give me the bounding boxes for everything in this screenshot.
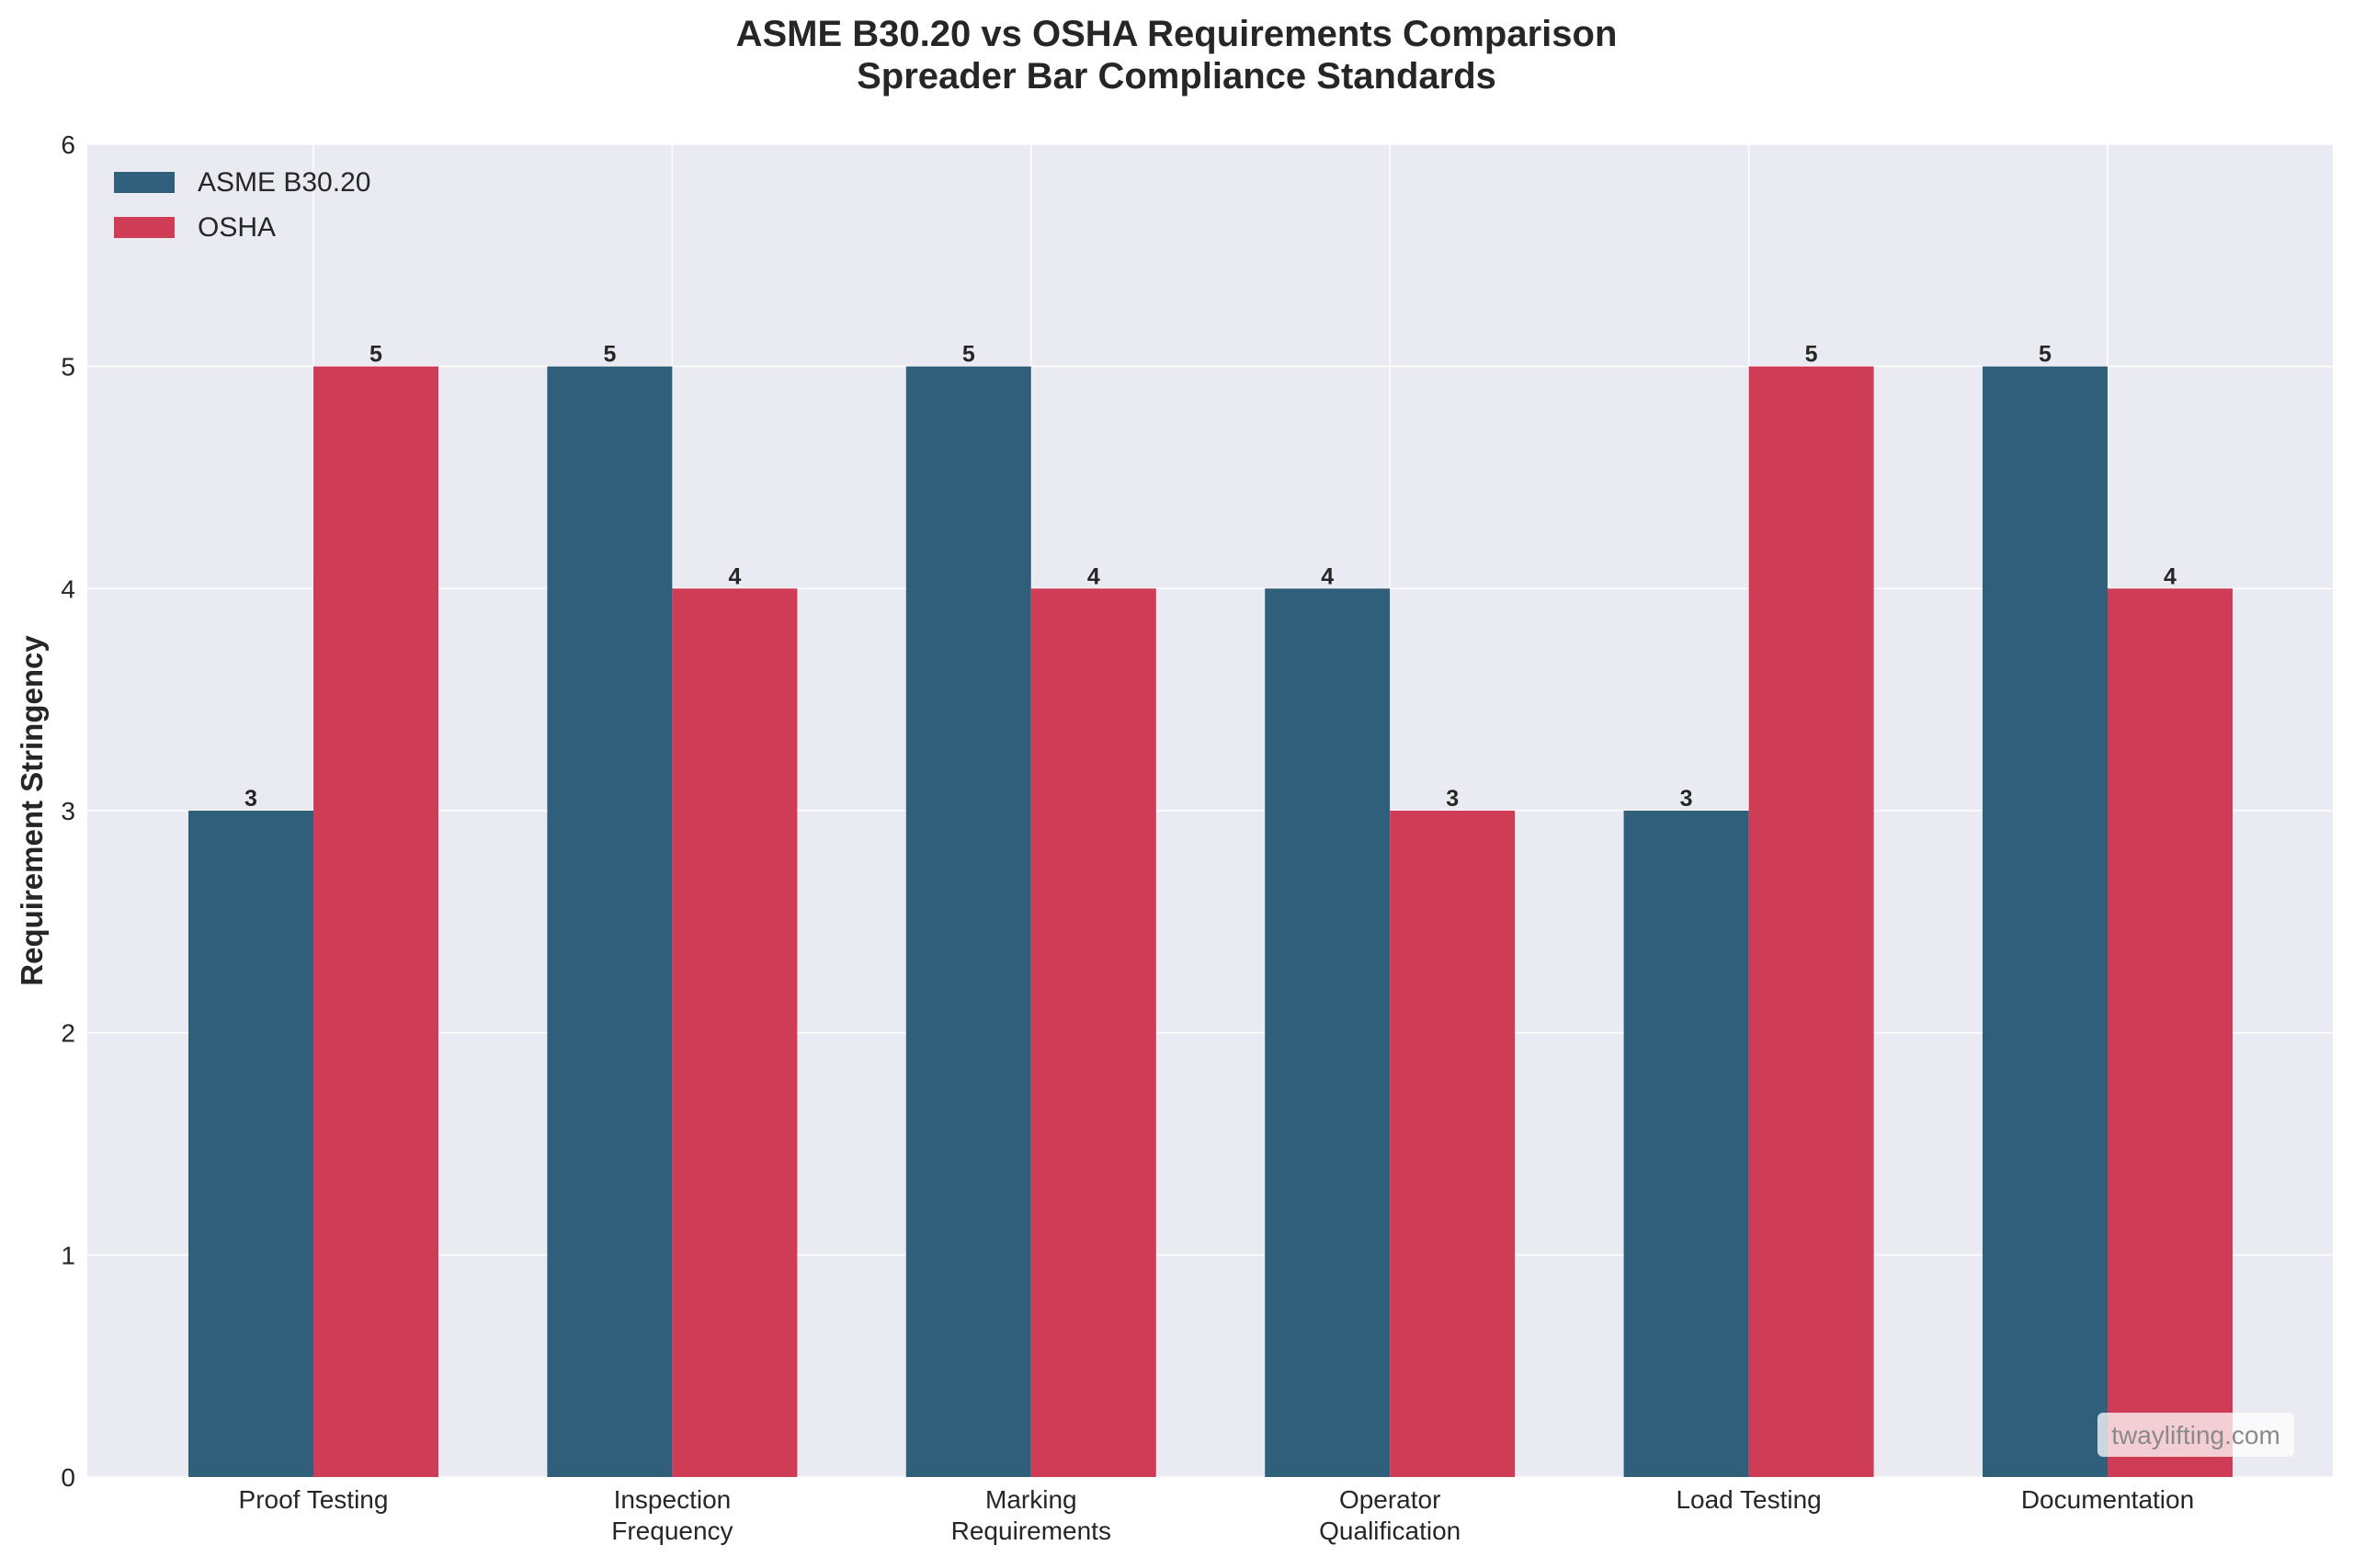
bar-osha [1748,366,1874,1478]
bar-value-label: 3 [244,786,257,812]
x-tick-label: Load Testing [1676,1485,1821,1514]
x-tick-label: Proof Testing [239,1485,389,1514]
y-tick-label: 1 [61,1241,75,1269]
bar-value-label: 4 [2164,563,2177,589]
chart-title: ASME B30.20 vs OSHA Requirements Compari… [736,14,1618,54]
x-tick-label: Inspection [614,1485,732,1514]
chart-subtitle: Spreader Bar Compliance Standards [857,56,1496,97]
bar-osha [313,366,438,1478]
y-tick-label: 0 [61,1463,75,1492]
x-tick-label: Documentation [2021,1485,2194,1514]
bar-value-label: 5 [603,342,616,368]
bar-asme-b30-20 [1983,366,2108,1478]
bar-value-label: 3 [1680,786,1693,812]
watermark-box [2097,1413,2294,1457]
x-tick-label: Qualification [1319,1517,1461,1545]
x-axis-ticks: Proof Testing Inspection Frequency Marking R… [239,1485,2195,1545]
x-tick-label: Requirements [951,1517,1111,1545]
bar-value-label: 5 [2039,342,2052,368]
bar-asme-b30-20 [1265,588,1391,1477]
legend-label: OSHA [198,212,276,243]
bar-value-label: 5 [1805,342,1818,368]
y-tick-label: 3 [61,797,75,825]
bar-value-label: 4 [1087,563,1100,589]
legend-swatch [114,217,175,238]
y-tick-label: 5 [61,353,75,381]
watermark-text: twaylifting.com [2111,1421,2280,1449]
x-tick-label: Operator [1339,1485,1441,1514]
bar-asme-b30-20 [1623,811,1749,1477]
y-axis-ticks: 0 1 2 3 4 5 6 [61,131,75,1492]
x-tick-label: Frequency [611,1517,733,1545]
y-tick-label: 4 [61,574,75,603]
y-tick-label: 6 [61,131,75,159]
bar-value-label: 3 [1446,786,1459,812]
x-tick-label: Marking [985,1485,1077,1514]
bar-osha [672,588,798,1477]
bar-asme-b30-20 [547,366,673,1478]
bar-osha [2108,588,2233,1477]
legend: ASME B30.20 OSHA [114,167,370,243]
bars [188,366,2233,1478]
y-axis-label: Requirement Stringency [15,635,49,986]
bar-asme-b30-20 [905,366,1031,1478]
bar-value-label: 4 [728,563,741,589]
bar-value-label: 4 [1321,563,1334,589]
legend-swatch [114,172,175,193]
bar-osha [1390,811,1516,1477]
bar-asme-b30-20 [188,811,313,1477]
value-labels: 3 5 5 4 3 5 5 4 4 3 5 4 [244,342,2177,812]
bar-value-label: 5 [369,342,382,368]
bar-osha [1030,588,1156,1477]
watermark: twaylifting.com [2097,1413,2294,1457]
legend-label: ASME B30.20 [198,167,370,198]
bar-value-label: 5 [962,342,975,368]
y-tick-label: 2 [61,1019,75,1048]
